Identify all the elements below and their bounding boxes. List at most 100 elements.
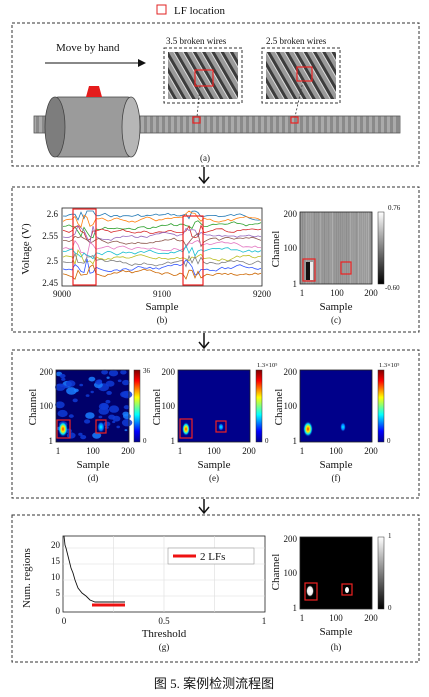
- b-xtick-2: 9100: [153, 289, 172, 299]
- c-texture: [300, 212, 371, 284]
- g-legend: [167, 547, 255, 565]
- c-texture-stripe: [350, 212, 351, 284]
- c-texture-stripe: [314, 212, 315, 284]
- c-cbar-max: 0.76: [388, 204, 401, 212]
- d-blob: [80, 435, 87, 440]
- h-ytick-3: 1: [293, 603, 298, 613]
- h-image: [300, 537, 372, 609]
- b-axes: [61, 207, 263, 287]
- d-hotspot-1: [58, 421, 68, 437]
- d-blob: [108, 405, 120, 413]
- d-blob: [100, 403, 109, 410]
- c-texture-stripe: [348, 212, 349, 284]
- b-series-group: [62, 210, 262, 280]
- c-texture-stripe: [320, 212, 321, 284]
- c-xtick-3: 200: [364, 288, 378, 298]
- d-blob: [88, 376, 96, 382]
- f-axes: [299, 369, 373, 443]
- inset1-photo: [168, 52, 238, 99]
- c-texture-stripe: [368, 212, 369, 284]
- b-trace-5: [62, 224, 262, 245]
- caption-e: (e): [209, 473, 219, 483]
- b-lf-box-1: [72, 208, 97, 286]
- h-xtick-3: 200: [364, 613, 378, 623]
- inset2-frame: [261, 47, 341, 104]
- c-texture-stripe: [332, 212, 333, 284]
- c-texture-stripe: [360, 212, 361, 284]
- f-xtick-3: 200: [364, 446, 378, 456]
- lf-legend-label: LF location: [174, 5, 226, 17]
- d-blob: [55, 401, 65, 409]
- d-blob: [68, 414, 74, 418]
- d-cbar-max: 36: [143, 367, 151, 375]
- e-ytick-2: 100: [162, 401, 176, 411]
- b-ytick-3: 2.5: [47, 256, 59, 266]
- g-ytick-4: 5: [56, 588, 61, 598]
- c-axes: [299, 211, 373, 285]
- e-xtick-1: 1: [178, 446, 183, 456]
- sensor-face-left: [44, 96, 66, 158]
- d-blob: [98, 415, 103, 419]
- h-lf-box-2: [341, 583, 353, 596]
- lf-marker-1: [192, 116, 201, 124]
- h-blob-1: [306, 585, 314, 597]
- d-ytick-3: 1: [49, 436, 54, 446]
- d-lf-box-2: [95, 419, 107, 434]
- c-texture-stripe: [308, 212, 309, 284]
- g-xtick-2: 0.5: [158, 616, 170, 626]
- c-texture-stripe: [366, 212, 367, 284]
- e-hotspot-1: [182, 422, 190, 436]
- c-light-streak: [310, 262, 313, 280]
- d-blob: [120, 369, 127, 375]
- d-ytick-2: 100: [40, 401, 54, 411]
- f-ylabel: Channel: [273, 389, 285, 426]
- d-lf-box-1: [56, 419, 71, 439]
- c-colorbar: [377, 211, 385, 285]
- d-blob: [122, 379, 130, 386]
- figure-caption: 图 5. 案例检测流程图: [154, 676, 274, 691]
- c-lf-box-2: [340, 261, 352, 275]
- h-blob-2: [345, 587, 349, 593]
- e-ylabel: Channel: [151, 389, 163, 426]
- c-ytick-1: 200: [284, 209, 298, 219]
- c-texture-stripe: [340, 212, 341, 284]
- b-trace-8: [62, 244, 262, 260]
- e-xlabel: Sample: [198, 459, 231, 471]
- d-cbar-min: 0: [143, 437, 147, 445]
- lf-marker-2: [290, 116, 299, 124]
- caption-d: (d): [88, 473, 99, 483]
- d-blob: [66, 432, 76, 439]
- d-blob: [123, 413, 131, 420]
- f-xtick-2: 100: [329, 446, 343, 456]
- d-blob: [101, 369, 108, 375]
- inset2-label: 2.5 broken wires: [266, 36, 327, 46]
- caption-g: (g): [159, 642, 170, 652]
- h-colorbar: [377, 536, 385, 610]
- d-xlabel: Sample: [77, 459, 110, 471]
- d-blob: [78, 432, 83, 436]
- c-texture-stripe: [358, 212, 359, 284]
- h-cbar-max: 1: [388, 532, 392, 540]
- d-blob: [112, 420, 116, 424]
- h-xtick-1: 1: [300, 613, 305, 623]
- d-blob: [84, 419, 91, 424]
- c-texture-stripe: [306, 212, 307, 284]
- c-texture-stripe: [342, 212, 343, 284]
- d-blob: [73, 388, 79, 393]
- b-trace-7: [62, 239, 261, 258]
- c-texture-stripe: [326, 212, 327, 284]
- panel-def-frame: [11, 349, 420, 499]
- d-blob: [105, 380, 115, 387]
- c-texture-stripe: [364, 212, 365, 284]
- c-texture-stripe: [356, 212, 357, 284]
- e-colorbar: [255, 369, 263, 443]
- d-blob: [59, 373, 66, 379]
- d-blob: [55, 383, 66, 391]
- d-blob: [105, 399, 111, 404]
- d-blob: [112, 415, 121, 422]
- c-texture-stripe: [316, 212, 317, 284]
- f-ytick-2: 100: [284, 401, 298, 411]
- e-xtick-3: 200: [242, 446, 256, 456]
- caption-h: (h): [331, 642, 342, 652]
